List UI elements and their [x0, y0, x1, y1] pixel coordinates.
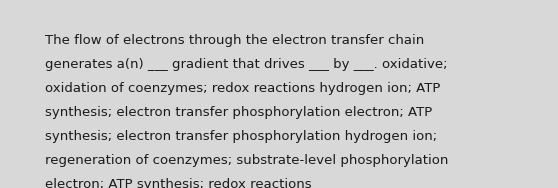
Text: electron; ATP synthesis; redox reactions: electron; ATP synthesis; redox reactions	[45, 178, 311, 188]
Text: regeneration of coenzymes; substrate-level phosphorylation: regeneration of coenzymes; substrate-lev…	[45, 154, 448, 167]
Text: generates a(n) ___ gradient that drives ___ by ___. oxidative;: generates a(n) ___ gradient that drives …	[45, 58, 447, 71]
Text: synthesis; electron transfer phosphorylation hydrogen ion;: synthesis; electron transfer phosphoryla…	[45, 130, 437, 143]
Text: oxidation of coenzymes; redox reactions hydrogen ion; ATP: oxidation of coenzymes; redox reactions …	[45, 82, 440, 95]
Text: synthesis; electron transfer phosphorylation electron; ATP: synthesis; electron transfer phosphoryla…	[45, 106, 432, 119]
Text: The flow of electrons through the electron transfer chain: The flow of electrons through the electr…	[45, 34, 424, 47]
